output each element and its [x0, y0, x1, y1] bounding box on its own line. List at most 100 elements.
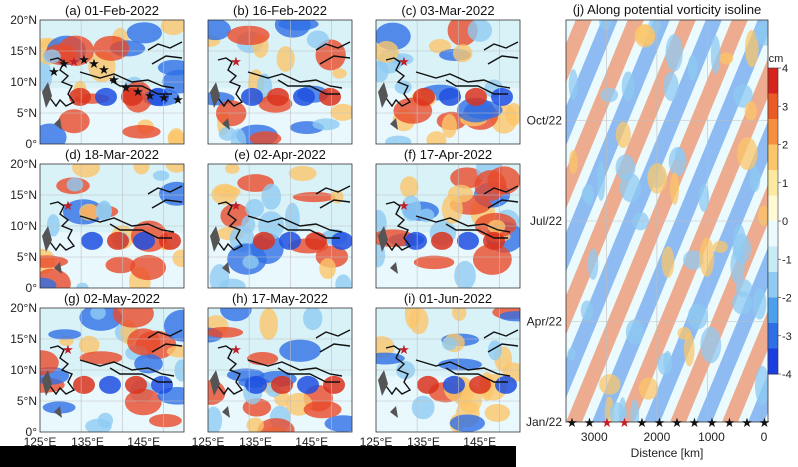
anomaly-blob	[599, 20, 612, 31]
anomaly-blob	[447, 184, 474, 203]
isoline-star: ★	[706, 415, 718, 430]
anomaly-blob	[242, 255, 259, 269]
coastline	[483, 329, 519, 353]
coastline	[217, 345, 244, 396]
anomaly-blob	[737, 137, 758, 171]
distance-tick-label: 2000	[644, 430, 671, 444]
anomaly-blob	[105, 256, 136, 274]
anomaly-blob	[306, 30, 330, 49]
coastline	[217, 201, 244, 252]
panel-title: (b) 16-Feb-2022	[233, 3, 327, 18]
anomaly-blob	[376, 40, 399, 63]
isoline-star: ★	[671, 415, 683, 430]
anomaly-blob	[647, 162, 668, 194]
coastline	[79, 359, 175, 383]
anomaly-blob	[404, 308, 421, 329]
panel-title: (d) 18-Mar-2022	[65, 147, 159, 162]
anomaly-blob	[40, 60, 53, 92]
map-panel-c: ★ (c) 03-Mar-2022	[375, 3, 521, 145]
panel-frame	[207, 307, 353, 433]
propagation-band	[618, 58, 768, 422]
anomaly-blob	[663, 350, 673, 373]
propagation-band	[566, 20, 618, 146]
time-tick-label: Apr/22	[527, 315, 563, 329]
anomaly-blob	[754, 20, 768, 46]
lat-tick-label: 5°N	[17, 250, 37, 264]
eddy	[413, 87, 435, 106]
anomaly-blob	[385, 135, 412, 144]
isoline-star: ★	[584, 415, 596, 430]
colorbar-tick-label: -2	[782, 293, 792, 305]
lat-tick-label: 20°N	[10, 301, 37, 315]
distance-tick-label: 0	[761, 430, 768, 444]
anomaly-blob	[698, 183, 710, 212]
anomaly-blob	[40, 350, 59, 376]
coastline	[483, 185, 519, 209]
colorbar-tick-label: 2	[782, 140, 788, 152]
anomaly-blob	[587, 248, 599, 280]
anomaly-blob	[93, 35, 130, 61]
x-axis-label: Distence [km]	[631, 446, 704, 460]
lon-tick-label: 125°E	[192, 435, 225, 449]
anomaly-blob	[208, 327, 244, 338]
anomaly-blob	[40, 123, 67, 144]
distance-tick-label: 3000	[581, 430, 608, 444]
anomaly-blob	[699, 237, 715, 277]
anomaly-blob	[288, 165, 317, 182]
map-panel-g: ★ (g) 02-May-2022 20°N 15°N 10°N 5°N 0°125°E 13…	[10, 291, 185, 449]
colorbar-segment	[768, 348, 778, 375]
anomaly-blob	[224, 164, 240, 174]
anomaly-blob	[401, 195, 422, 222]
anomaly-blob	[661, 246, 675, 278]
coastline	[415, 71, 511, 95]
isoline-star: ★	[601, 415, 613, 430]
propagation-band	[722, 310, 768, 422]
coastline	[147, 185, 183, 209]
anomaly-blob	[452, 44, 473, 63]
anomaly-blob	[79, 308, 123, 331]
anomaly-blob	[499, 311, 520, 322]
eddy	[95, 87, 117, 106]
anomaly-blob	[149, 414, 182, 428]
coastline	[147, 41, 183, 65]
eddy	[469, 375, 491, 394]
colorbar-segment	[768, 272, 778, 298]
anomaly-blob	[411, 395, 435, 420]
anomaly-blob	[474, 170, 507, 201]
eddy	[245, 375, 267, 394]
anomaly-blob	[208, 406, 223, 432]
anomaly-blob	[674, 147, 684, 162]
anomaly-blob	[220, 308, 252, 322]
anomaly-blob	[79, 203, 100, 221]
anomaly-blob	[245, 198, 265, 218]
anomaly-blob	[580, 300, 594, 321]
colorbar: cm4 3 2 1 0 -1 -2 -3 -4	[767, 53, 792, 381]
lat-tick-label: 5°N	[17, 106, 37, 120]
colorbar-segment	[768, 144, 778, 171]
colorbar-segment	[768, 246, 778, 273]
colorbar-segment	[768, 221, 778, 247]
panel-frame	[39, 19, 185, 145]
coastline	[385, 345, 412, 396]
eddy	[297, 375, 319, 394]
coastline	[247, 359, 343, 383]
isoline-star: ★	[759, 415, 771, 430]
anomaly-blob	[90, 308, 106, 320]
anomaly-blob	[376, 61, 389, 83]
eddy	[465, 87, 487, 106]
eddy	[431, 231, 453, 250]
panel-title: (e) 02-Apr-2022	[234, 147, 326, 162]
anomaly-blob	[122, 124, 161, 139]
anomaly-blob	[733, 83, 753, 108]
coastline	[247, 71, 343, 95]
anomaly-blob	[376, 336, 395, 359]
anomaly-blob	[638, 377, 659, 400]
eddy	[405, 231, 427, 250]
anomaly-blob	[324, 415, 352, 432]
panel-frame	[375, 19, 521, 145]
anomaly-blob	[413, 255, 455, 270]
coastline	[79, 71, 175, 95]
anomaly-blob	[95, 201, 112, 220]
coastline	[247, 215, 343, 239]
anomaly-blob	[600, 87, 619, 103]
